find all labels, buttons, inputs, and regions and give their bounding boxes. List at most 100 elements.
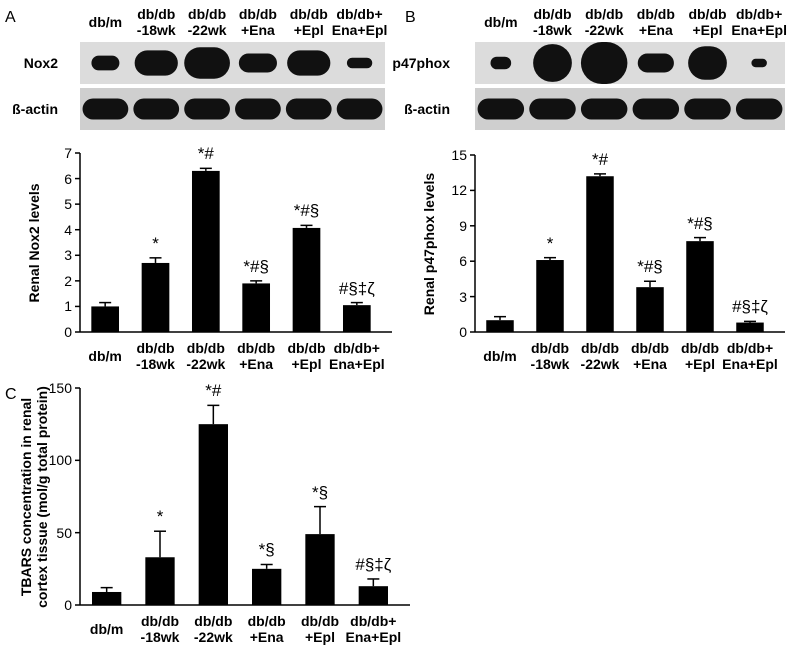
- blot-column-header: db/db +Epl: [688, 6, 727, 38]
- significance-label: #§‡ζ: [732, 297, 768, 317]
- bar: [736, 322, 764, 332]
- blot-band: [490, 56, 512, 70]
- y-axis-label: Renal p47phox levels: [421, 172, 437, 315]
- bar: [486, 320, 514, 332]
- y-tick-label: 15: [451, 147, 467, 163]
- blot-band: [184, 47, 230, 79]
- blot-band: [235, 98, 281, 120]
- blot-band: [735, 98, 783, 120]
- bar: [145, 557, 175, 605]
- blot-band: [184, 98, 230, 120]
- blot-band: [238, 53, 277, 73]
- blot-column-header: db/db -22wk: [187, 6, 227, 38]
- x-tick-label: db/db+ Ena+Epl: [722, 340, 778, 372]
- blot-column-header: db/db +Epl: [289, 6, 328, 38]
- significance-label: #§‡ζ: [338, 278, 375, 298]
- y-tick-label: 3: [459, 288, 467, 305]
- blot-band: [684, 98, 731, 120]
- y-tick-label: 9: [459, 217, 467, 234]
- significance-label: *#: [591, 149, 609, 169]
- blot-row-label: Nox2: [23, 55, 58, 71]
- y-tick-label: 0: [64, 324, 72, 340]
- x-tick-label: db/m: [89, 621, 124, 637]
- bar: [252, 568, 282, 605]
- significance-label: #§‡ζ: [355, 554, 392, 574]
- bar: [198, 424, 228, 605]
- blot-column-header: db/db +Ena: [238, 6, 277, 38]
- significance-label: *#: [197, 144, 214, 164]
- bar: [536, 260, 564, 332]
- blot-column-header: db/m: [88, 14, 123, 30]
- y-axis-label: Renal Nox2 levels: [26, 182, 42, 303]
- x-tick-label: db/db -22wk: [193, 613, 233, 645]
- blot-band: [580, 42, 628, 84]
- blot-band: [580, 98, 628, 120]
- x-tick-label: db/db+ Ena+Epl: [345, 613, 402, 645]
- bar: [91, 306, 120, 332]
- bar: [191, 170, 220, 332]
- bar: [636, 287, 664, 332]
- blot-column-header: db/db -18wk: [136, 6, 176, 38]
- blot-band: [751, 58, 767, 68]
- blot-band: [533, 44, 572, 82]
- blot-band: [336, 98, 383, 120]
- blot-strip: [475, 88, 785, 130]
- y-tick-label: 150: [48, 380, 72, 396]
- x-tick-label: db/db -18wk: [136, 340, 175, 372]
- blot-column-header: db/m: [484, 14, 518, 30]
- blot-column-header: db/db -22wk: [584, 6, 624, 38]
- significance-label: *: [156, 507, 164, 527]
- y-tick-label: 0: [64, 597, 72, 613]
- significance-label: *#§: [243, 256, 269, 276]
- blot-band: [529, 98, 576, 120]
- blot-band: [688, 46, 727, 80]
- panel-label: B: [405, 9, 416, 26]
- y-tick-label: 2: [64, 272, 72, 289]
- blot-column-header: db/db+ Ena+Epl: [331, 6, 388, 38]
- blot-band: [82, 98, 129, 120]
- blot-band: [285, 98, 332, 120]
- x-tick-label: db/m: [483, 348, 517, 364]
- x-tick-label: db/db -18wk: [140, 613, 180, 645]
- panel-label: C: [5, 386, 17, 403]
- significance-label: *#: [205, 381, 222, 401]
- blot-row-label: ß-actin: [404, 101, 450, 117]
- y-tick-label: 3: [64, 247, 72, 264]
- significance-label: *#§: [293, 201, 320, 221]
- x-tick-label: db/db +Epl: [287, 340, 326, 372]
- bar: [305, 534, 335, 605]
- blot-band: [134, 50, 178, 76]
- bar: [92, 591, 122, 605]
- significance-label: *: [546, 233, 554, 253]
- blot-row-label: p47phox: [392, 55, 450, 71]
- significance-label: *#§: [687, 213, 713, 233]
- blot-band: [133, 98, 180, 120]
- y-tick-label: 7: [64, 145, 72, 161]
- blot-strip: [475, 42, 785, 84]
- x-tick-label: db/db -22wk: [580, 340, 620, 372]
- y-tick-label: 0: [459, 324, 467, 340]
- y-tick-label: 5: [64, 196, 72, 213]
- panel-label: A: [5, 9, 16, 26]
- blot-column-header: db/db +Ena: [636, 6, 675, 38]
- bar: [586, 176, 614, 332]
- y-axis-label: TBARS concentration in renal cortex tiss…: [18, 385, 50, 608]
- x-tick-label: db/db +Epl: [680, 340, 720, 372]
- y-tick-label: 12: [451, 182, 467, 199]
- blot-row-label: ß-actin: [12, 101, 58, 117]
- bar: [242, 283, 271, 332]
- blot-band: [632, 98, 680, 120]
- x-tick-label: db/db -22wk: [186, 340, 226, 372]
- significance-label: *: [152, 233, 159, 253]
- x-tick-label: db/db +Ena: [630, 340, 670, 372]
- y-tick-label: 1: [64, 298, 72, 315]
- bar: [686, 241, 714, 332]
- bar: [141, 262, 170, 332]
- x-tick-label: db/db +Epl: [300, 613, 340, 645]
- bar: [292, 227, 321, 332]
- y-tick-label: 6: [64, 170, 72, 187]
- blot-band: [287, 50, 331, 76]
- y-tick-label: 100: [48, 452, 72, 469]
- y-tick-label: 6: [459, 253, 467, 270]
- x-tick-label: db/db+ Ena+Epl: [329, 340, 385, 372]
